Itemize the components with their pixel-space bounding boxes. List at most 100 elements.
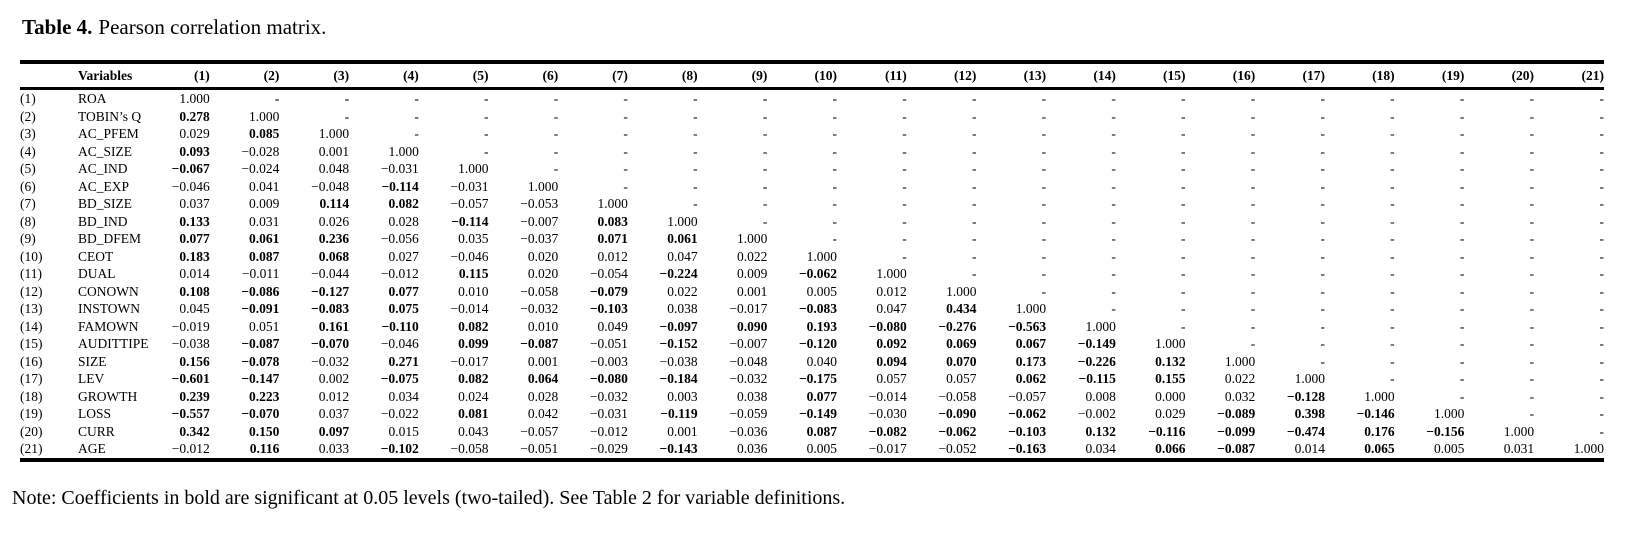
empty-cell: -	[1181, 91, 1186, 106]
empty-cell: -	[971, 91, 977, 106]
empty-cell: -	[553, 91, 559, 106]
empty-cell: -	[1459, 213, 1465, 229]
correlation-cell: −0.110	[381, 318, 419, 334]
correlation-cell: −0.079	[589, 283, 628, 299]
row-number: (17)	[20, 371, 43, 386]
empty-cell: -	[1320, 196, 1325, 211]
empty-cell: -	[1599, 161, 1605, 176]
empty-cell: -	[902, 161, 907, 176]
correlation-cell: −0.022	[380, 406, 419, 421]
correlation-cell: 0.097	[318, 423, 350, 439]
correlation-cell: −0.011	[241, 266, 280, 281]
correlation-cell: 0.036	[736, 441, 768, 456]
empty-cell: -	[902, 213, 907, 229]
correlation-cell: 1.000	[527, 178, 559, 194]
correlation-cell: 0.115	[458, 266, 489, 281]
table-row: (2) TOBIN’s Q 0.278 1.000 - - - - - - - - - - - - - - - - - -…	[20, 108, 1604, 126]
correlation-cell: −0.057	[520, 423, 559, 439]
row-number: (14)	[20, 318, 43, 334]
empty-cell: -	[762, 213, 768, 229]
empty-cell: -	[1459, 336, 1465, 351]
empty-cell: -	[623, 178, 628, 194]
correlation-cell: −0.030	[868, 406, 907, 421]
correlation-cell: 0.014	[179, 266, 210, 281]
correlation-cell: −0.029	[589, 441, 628, 456]
correlation-cell: 0.003	[667, 388, 698, 404]
correlation-cell: 0.009	[736, 266, 768, 281]
empty-cell: -	[902, 178, 907, 194]
correlation-cell: 0.150	[249, 423, 280, 439]
empty-cell: -	[1250, 248, 1256, 264]
correlation-cell: 0.033	[318, 441, 350, 456]
empty-cell: -	[1599, 266, 1605, 281]
empty-cell: -	[344, 108, 350, 124]
empty-cell: -	[1459, 161, 1465, 176]
correlation-cell: 0.037	[318, 406, 350, 421]
correlation-cell: −0.048	[311, 178, 350, 194]
correlation-cell: 1.000	[1503, 423, 1535, 439]
table-title-text: Pearson correlation matrix.	[98, 15, 327, 39]
empty-cell: -	[832, 231, 838, 246]
correlation-cell: 0.002	[318, 371, 350, 386]
correlation-cell: 0.094	[876, 353, 907, 369]
correlation-cell: 0.155	[1155, 371, 1186, 386]
correlation-cell: 0.067	[1015, 336, 1047, 351]
empty-cell: -	[971, 248, 977, 264]
column-header: (7)	[558, 62, 628, 90]
empty-cell: -	[971, 161, 977, 176]
correlation-cell: 0.114	[319, 196, 350, 211]
empty-cell: -	[1459, 108, 1465, 124]
table-row: (5) AC_IND −0.067 −0.024 0.048 −0.031 1.000 - - -…	[20, 160, 1604, 178]
empty-cell: -	[1529, 283, 1535, 299]
empty-cell: -	[1390, 318, 1395, 334]
correlation-cell: 0.001	[527, 353, 559, 369]
empty-cell: -	[693, 196, 698, 211]
correlation-cell: −0.059	[729, 406, 768, 421]
correlation-cell: 0.090	[736, 318, 768, 334]
column-header: (21)	[1534, 62, 1604, 90]
empty-cell: -	[1320, 178, 1325, 194]
correlation-cell: 0.012	[876, 283, 907, 299]
correlation-cell: 0.034	[1085, 441, 1116, 456]
column-header: (1)	[140, 62, 210, 90]
empty-cell: -	[623, 108, 628, 124]
row-number: (8)	[20, 213, 36, 229]
empty-cell: -	[1320, 301, 1325, 316]
row-number: (7)	[20, 196, 36, 211]
row-number: (9)	[20, 231, 36, 246]
empty-cell: -	[1529, 143, 1535, 159]
empty-cell: -	[693, 178, 698, 194]
column-header: (13)	[976, 62, 1047, 90]
correlation-cell: 0.075	[388, 301, 419, 316]
correlation-cell: −0.070	[241, 406, 280, 421]
row-number: (6)	[20, 178, 36, 194]
correlation-cell: 0.066	[1155, 441, 1186, 456]
correlation-cell: −0.127	[311, 283, 350, 299]
correlation-cell: 0.116	[249, 441, 280, 456]
empty-cell: -	[1529, 406, 1535, 421]
empty-cell: -	[1599, 196, 1605, 211]
correlation-cell: 0.028	[527, 388, 559, 404]
correlation-cell: 0.082	[388, 196, 419, 211]
correlation-cell: −0.062	[938, 423, 977, 439]
empty-cell: -	[1041, 266, 1047, 281]
column-header: (12)	[906, 62, 977, 90]
correlation-cell: −0.052	[938, 441, 977, 456]
empty-cell: -	[1250, 336, 1256, 351]
empty-cell: -	[1320, 143, 1325, 159]
empty-cell: -	[1599, 213, 1605, 229]
empty-cell: -	[1459, 283, 1465, 299]
correlation-cell: 0.223	[249, 388, 280, 404]
correlation-cell: 0.057	[876, 371, 907, 386]
correlation-cell: −0.007	[520, 213, 559, 229]
correlation-cell: −0.557	[171, 406, 210, 421]
empty-cell: -	[1459, 318, 1465, 334]
corner-header	[20, 62, 78, 90]
empty-cell: -	[1529, 301, 1535, 316]
correlation-cell: −0.089	[1217, 406, 1256, 421]
variables-header: Variables	[78, 62, 140, 90]
correlation-cell: 0.077	[806, 388, 838, 404]
correlation-cell: 0.278	[179, 108, 210, 124]
correlation-cell: −0.046	[450, 248, 489, 264]
empty-cell: -	[1529, 91, 1535, 106]
